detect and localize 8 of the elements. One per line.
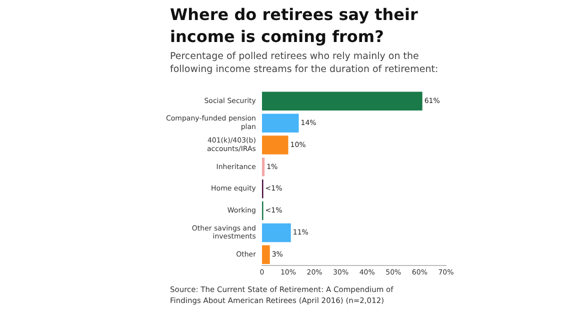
bar bbox=[262, 92, 422, 111]
bar bbox=[262, 245, 270, 264]
bar bbox=[262, 136, 288, 154]
chart-subtitle: Percentage of polled retirees who rely mainly on the following income streams for the duration of retirement: bbox=[170, 50, 440, 76]
bar bbox=[262, 114, 299, 132]
bar bbox=[262, 158, 265, 176]
chart-title: Where do retirees say their income is coming from? bbox=[170, 4, 419, 48]
bar bbox=[262, 223, 291, 242]
